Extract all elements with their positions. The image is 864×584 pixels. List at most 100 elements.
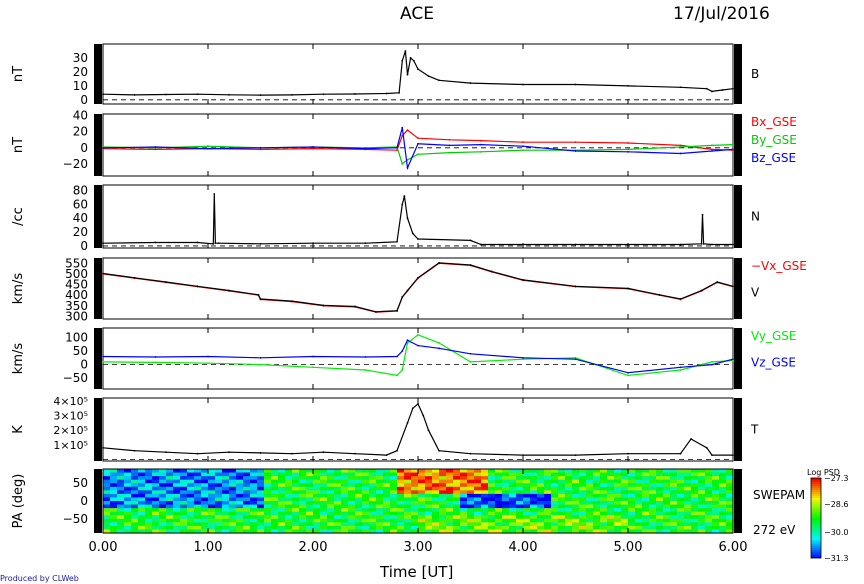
data-point	[701, 213, 704, 216]
heatmap-cell	[327, 486, 335, 491]
heatmap-cell	[124, 497, 132, 502]
heatmap-cell	[579, 472, 587, 477]
colorbar-tick-label: −28.6	[824, 500, 849, 509]
heatmap-cell	[278, 504, 286, 509]
heatmap-cell	[712, 515, 720, 520]
heatmap-cell	[327, 483, 335, 488]
heatmap-cell	[698, 486, 706, 491]
series-line	[102, 339, 734, 374]
heatmap-cell	[642, 490, 650, 495]
heatmap-cell	[348, 493, 356, 499]
heatmap-cell	[600, 522, 608, 527]
heatmap-cell	[306, 501, 314, 506]
heatmap-cell	[488, 529, 496, 534]
heatmap-cell	[537, 490, 545, 495]
heatmap-cell	[502, 469, 510, 474]
heatmap-cell	[264, 469, 272, 474]
heatmap-cell	[166, 497, 174, 502]
data-point	[213, 193, 216, 195]
heatmap-cell	[348, 525, 356, 531]
data-point	[398, 91, 400, 94]
heatmap-cell	[355, 486, 363, 491]
heatmap-cell	[677, 469, 685, 474]
heatmap-cell	[131, 476, 139, 481]
heatmap-cell	[313, 493, 321, 499]
heatmap-cell	[537, 508, 545, 513]
heatmap-cell	[404, 525, 412, 531]
heatmap-cell	[334, 518, 342, 523]
y-axis-label: nT	[11, 66, 26, 82]
heatmap-cell	[551, 490, 559, 495]
heatmap-cell	[551, 504, 559, 509]
heatmap-cell	[481, 511, 489, 516]
heatmap-cell	[656, 476, 664, 481]
heatmap-cell	[712, 529, 720, 534]
data-point	[165, 451, 167, 454]
heatmap-cell	[586, 486, 594, 491]
heatmap-cell	[467, 508, 475, 513]
heatmap-cell	[299, 490, 307, 495]
heatmap-cell	[425, 522, 433, 527]
heatmap-cell	[691, 508, 699, 513]
data-point	[396, 309, 398, 312]
heatmap-cell	[327, 497, 335, 502]
heatmap-cell	[544, 529, 552, 534]
heatmap-cell	[537, 486, 545, 491]
data-point	[732, 148, 734, 151]
data-point	[417, 402, 419, 405]
heatmap-cell	[663, 493, 671, 499]
heatmap-cell	[467, 501, 475, 506]
heatmap-cell	[306, 486, 314, 491]
heatmap-cell	[684, 490, 692, 495]
heatmap-cell	[446, 522, 454, 527]
heatmap-cell	[621, 490, 629, 495]
data-point	[711, 90, 713, 93]
heatmap-cell	[383, 504, 391, 509]
heatmap-cell	[432, 490, 440, 495]
heatmap-cell	[187, 501, 195, 506]
heatmap-cell	[628, 518, 636, 523]
colorbar-segment	[811, 546, 821, 549]
heatmap-cell	[418, 476, 426, 481]
data-point	[438, 261, 440, 264]
y-tick-label: 50	[73, 344, 88, 358]
heatmap-cell	[607, 476, 615, 481]
heatmap-cell	[208, 476, 216, 481]
heatmap-cell	[390, 529, 398, 534]
heatmap-cell	[215, 515, 223, 520]
heatmap-cell	[572, 511, 580, 516]
series-legend-label: B	[751, 67, 759, 81]
heatmap-cell	[383, 497, 391, 502]
heatmap-cell	[621, 493, 629, 499]
heatmap-cell	[320, 511, 328, 516]
heatmap-cell	[432, 529, 440, 534]
heatmap-cell	[383, 469, 391, 474]
series-line	[102, 127, 734, 171]
heatmap-cell	[600, 479, 608, 484]
heatmap-cell	[495, 504, 503, 509]
heatmap-cell	[404, 511, 412, 516]
heatmap-cell	[698, 479, 706, 484]
heatmap-cell	[103, 508, 111, 513]
data-point	[102, 146, 104, 149]
heatmap-cell	[215, 490, 223, 495]
heatmap-cell	[614, 529, 622, 534]
heatmap-cell	[474, 501, 482, 506]
colorbar-segment	[811, 490, 821, 493]
heatmap-cell	[411, 469, 419, 474]
data-point	[679, 369, 682, 371]
heatmap-cell	[299, 504, 307, 509]
heatmap-cell	[313, 486, 321, 491]
heatmap-cell	[243, 508, 251, 513]
data-point	[411, 407, 414, 410]
heatmap-cell	[656, 483, 664, 488]
heatmap-cell	[649, 479, 657, 484]
heatmap-cell	[621, 515, 629, 520]
heatmap-cell	[397, 508, 405, 513]
heatmap-cell	[243, 483, 251, 488]
heatmap-cell	[306, 525, 314, 531]
heatmap-cell	[327, 479, 335, 484]
heatmap-cell	[523, 518, 531, 523]
heatmap-cell	[656, 490, 664, 495]
heatmap-cell	[446, 504, 454, 509]
